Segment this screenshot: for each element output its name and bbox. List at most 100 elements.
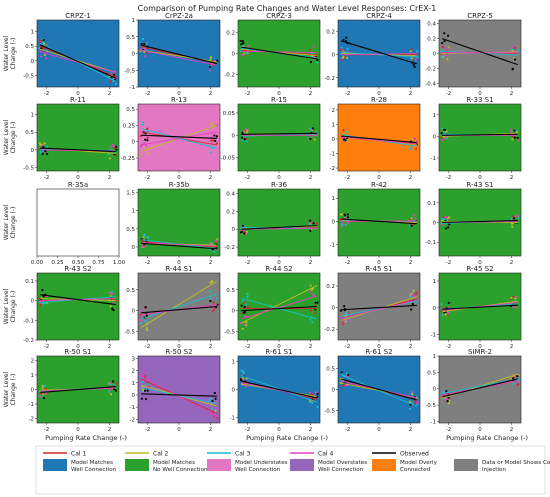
- data-point: [141, 37, 144, 41]
- y-tick-label: 0: [332, 137, 336, 143]
- data-point: [343, 213, 346, 216]
- y-tick-label: 1: [433, 113, 437, 119]
- data-point: [442, 398, 445, 401]
- data-point: [308, 400, 312, 403]
- data-point: [247, 45, 250, 48]
- x-tick-label: 0: [377, 344, 381, 350]
- y-tick-label: 0: [433, 221, 437, 227]
- x-tick-label: 2: [108, 344, 112, 350]
- trend-line: [442, 219, 518, 224]
- data-point: [517, 139, 520, 142]
- legend-label: Connected: [400, 467, 431, 473]
- x-tick-label: 2: [209, 427, 213, 433]
- data-point: [441, 306, 444, 309]
- subplot-title: R-36: [271, 181, 288, 189]
- data-point: [410, 224, 413, 227]
- legend-label: Well Connection: [318, 467, 364, 473]
- trend-line: [141, 131, 217, 146]
- y-tick-label: 0.5: [25, 44, 34, 50]
- subplot-title: R-61 S2: [365, 348, 392, 356]
- subplot-title: R-45 S2: [466, 265, 493, 273]
- data-point: [38, 141, 41, 145]
- y-tick-label: 0: [232, 227, 236, 233]
- data-point: [308, 48, 311, 51]
- data-point: [316, 301, 319, 304]
- data-point: [440, 131, 443, 135]
- data-point: [342, 321, 346, 324]
- subplot-title: R-43 S2: [64, 265, 91, 273]
- data-point: [446, 34, 450, 37]
- y-tick-label: 0: [232, 388, 236, 394]
- data-point: [141, 380, 144, 384]
- data-point: [513, 58, 517, 61]
- data-point: [208, 65, 212, 68]
- data-point: [340, 371, 343, 374]
- y-tick-label: 0.5: [427, 370, 436, 376]
- data-point: [245, 324, 248, 327]
- y-tick-label: 1: [132, 209, 136, 215]
- x-tick-label: 1.00: [113, 260, 126, 266]
- subplot-title: CrPZ-2a: [165, 12, 193, 20]
- data-point: [40, 55, 43, 58]
- subplot-title: R-50 S2: [165, 348, 192, 356]
- data-point: [410, 391, 413, 394]
- data-point: [241, 327, 244, 331]
- data-point: [145, 326, 148, 330]
- y-tick-label: -1: [330, 242, 335, 248]
- data-point: [42, 393, 45, 396]
- data-point: [41, 288, 44, 292]
- data-point: [241, 377, 245, 380]
- data-point: [239, 321, 242, 324]
- y-tick-label: 1: [433, 354, 437, 360]
- data-point: [111, 143, 114, 147]
- data-point: [413, 65, 416, 69]
- y-tick-label: -1: [330, 152, 335, 158]
- subplot: R-33 S1 -1 0 1 -2 0 2: [431, 96, 522, 181]
- data-point: [447, 311, 450, 315]
- data-point: [109, 388, 112, 391]
- data-point: [242, 311, 245, 314]
- data-point: [442, 389, 446, 393]
- y-tick-label: 0: [31, 59, 35, 65]
- data-point: [109, 305, 112, 308]
- data-point: [346, 216, 350, 219]
- subplot-title: R-44 S2: [265, 265, 292, 273]
- data-point: [143, 389, 147, 392]
- data-point: [144, 146, 147, 149]
- data-point: [210, 297, 213, 300]
- subplot: R-36 -0.2 0 0.2 0.4 -2 0 2: [224, 181, 321, 266]
- data-point: [112, 308, 115, 312]
- y-tick-label: -0.2: [23, 338, 34, 344]
- subplot-title: R-33 S1: [466, 96, 493, 104]
- data-point: [209, 242, 212, 245]
- data-point: [141, 121, 144, 124]
- x-tick-label: -2: [345, 344, 350, 350]
- x-tick-label: 2: [510, 344, 514, 350]
- legend-label: Cal 1: [71, 451, 86, 458]
- subplot: R-50 S2 -2 -1 0 1 2 3 -2 0 2: [130, 348, 221, 433]
- y-tick-label: 1: [332, 196, 336, 202]
- data-point: [345, 56, 349, 60]
- legend-label: Injection: [482, 467, 506, 473]
- data-point: [209, 123, 213, 126]
- data-point: [516, 383, 520, 386]
- trend-line: [341, 136, 417, 145]
- data-point: [415, 147, 418, 150]
- data-point: [210, 280, 213, 283]
- data-point: [241, 40, 245, 43]
- subplot: R-11 -0.5 0 0.5 1 -2 0 2 Water Level Change (-): [3, 96, 120, 181]
- x-tick-label: 0: [76, 427, 80, 433]
- data-point: [516, 136, 519, 139]
- y-axis-label: Change (-): [10, 374, 17, 406]
- x-tick-label: -2: [345, 175, 350, 181]
- subplot: R-42 -1 0 1 -2 0 2: [330, 181, 421, 266]
- subplot: CrPZ-2a -1 -0.5 0 0.5 1 -2 0 2: [124, 12, 221, 97]
- data-point: [240, 369, 243, 372]
- trend-line: [40, 51, 116, 73]
- x-tick-label: 0: [277, 175, 281, 181]
- y-tick-label: -0.5: [124, 330, 135, 336]
- data-point: [510, 296, 513, 300]
- legend-patch-swatch: [372, 459, 396, 471]
- legend-patch-swatch: [125, 459, 149, 471]
